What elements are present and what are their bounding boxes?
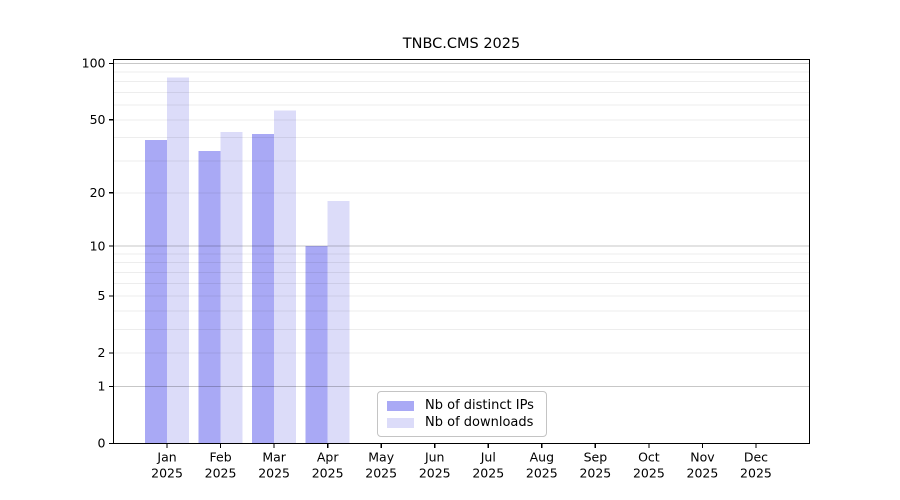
x-tick-label-year: 2025 — [205, 466, 237, 481]
y-tick-label: 50 — [90, 112, 106, 127]
y-tick-label: 5 — [98, 288, 106, 303]
y-tick-label: 1 — [98, 379, 106, 394]
bar-downloads-mar — [274, 110, 297, 444]
y-tick-label: 10 — [90, 238, 106, 253]
y-tick-label: 2 — [98, 345, 106, 360]
x-tick-label-year: 2025 — [258, 466, 290, 481]
y-tick-label: 20 — [90, 185, 106, 200]
bar-ips-feb — [198, 150, 221, 444]
x-tick-label-year: 2025 — [419, 466, 451, 481]
x-tick-label-year: 2025 — [687, 466, 719, 481]
legend-swatch-downloads — [387, 417, 414, 428]
x-tick-label-month: Jun — [424, 450, 445, 465]
x-tick-label-year: 2025 — [740, 466, 772, 481]
x-tick-label-year: 2025 — [526, 466, 558, 481]
x-tick-label-month: Mar — [262, 450, 286, 465]
x-tick-label-year: 2025 — [472, 466, 504, 481]
legend-label-downloads: Nb of downloads — [425, 415, 534, 430]
bar-downloads-apr — [327, 201, 350, 444]
x-tick-label-year: 2025 — [312, 466, 344, 481]
x-tick-label-year: 2025 — [151, 466, 183, 481]
y-tick-label: 0 — [98, 436, 106, 451]
bar-ips-mar — [252, 133, 275, 444]
legend-label-distinct-ips: Nb of distinct IPs — [425, 398, 534, 413]
x-tick-label-year: 2025 — [365, 466, 397, 481]
x-tick-label-month: Dec — [744, 450, 768, 465]
x-tick-label-month: Jul — [480, 450, 496, 465]
bar-ips-jan — [145, 139, 168, 444]
bar-downloads-feb — [220, 131, 243, 444]
x-tick-label-month: Aug — [530, 450, 554, 465]
legend-swatch-distinct-ips — [387, 400, 414, 411]
chart-title: TNBC.CMS 2025 — [402, 36, 521, 52]
bar-ips-apr — [305, 246, 328, 444]
x-tick-label-month: Apr — [317, 450, 339, 465]
x-tick-label-month: May — [368, 450, 394, 465]
legend-item-downloads: Nb of downloads — [387, 415, 537, 430]
legend-item-distinct-ips: Nb of distinct IPs — [387, 398, 537, 413]
x-tick-label-month: Oct — [638, 450, 660, 465]
x-tick-label-month: Nov — [690, 450, 715, 465]
x-tick-label-year: 2025 — [633, 466, 665, 481]
x-tick-label-month: Sep — [584, 450, 608, 465]
x-tick-label-year: 2025 — [579, 466, 611, 481]
x-tick-label-month: Feb — [210, 450, 232, 465]
bar-downloads-jan — [167, 77, 190, 444]
x-tick-label-month: Jan — [156, 450, 176, 465]
legend: Nb of distinct IPs Nb of downloads — [377, 391, 547, 437]
plot-border — [112, 58, 811, 445]
y-tick-label: 100 — [82, 56, 106, 71]
